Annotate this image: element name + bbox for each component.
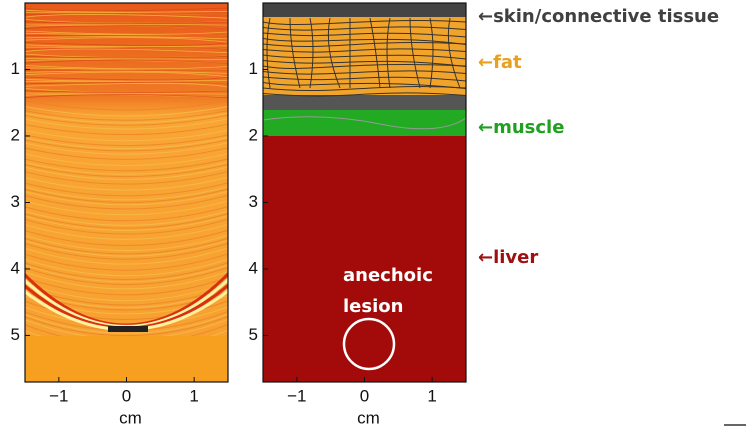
x-tick-label: 1 — [189, 386, 198, 405]
x-tick-label: 0 — [360, 386, 369, 405]
annotation: ←skin/connective tissue — [478, 6, 719, 27]
x-axis-label: cm — [119, 408, 142, 427]
y-tick-label: 3 — [249, 192, 258, 211]
y-tick-label: 1 — [249, 59, 258, 78]
simulated-field — [20, 3, 232, 382]
x-tick-label: −1 — [287, 386, 306, 405]
annotation: ←liver — [478, 247, 538, 268]
x-tick-label: −1 — [49, 386, 68, 405]
y-tick-label: 2 — [249, 125, 258, 144]
lesion-label: anechoic — [343, 265, 433, 286]
y-tick-label: 2 — [11, 125, 20, 144]
y-tick-label: 1 — [11, 59, 20, 78]
x-axis-label: cm — [357, 408, 380, 427]
y-tick-label: 5 — [249, 325, 258, 344]
tissue-map — [263, 3, 466, 382]
annotation: ←muscle — [478, 117, 564, 138]
y-tick-label: 4 — [249, 258, 258, 277]
figure: 1 2 3 4 5 −1 0 1 cm 1 2 3 4 5 −1 0 1 cm anechoic lesion ←ski… — [0, 0, 746, 433]
y-tick-label: 3 — [11, 192, 20, 211]
x-tick-label: 0 — [122, 386, 131, 405]
texture — [108, 326, 148, 332]
x-tick-label: 1 — [427, 386, 436, 405]
lesion-label: lesion — [343, 296, 403, 317]
y-tick-label: 4 — [11, 258, 20, 277]
annotation: ←fat — [478, 52, 522, 73]
y-tick-label: 5 — [11, 325, 20, 344]
